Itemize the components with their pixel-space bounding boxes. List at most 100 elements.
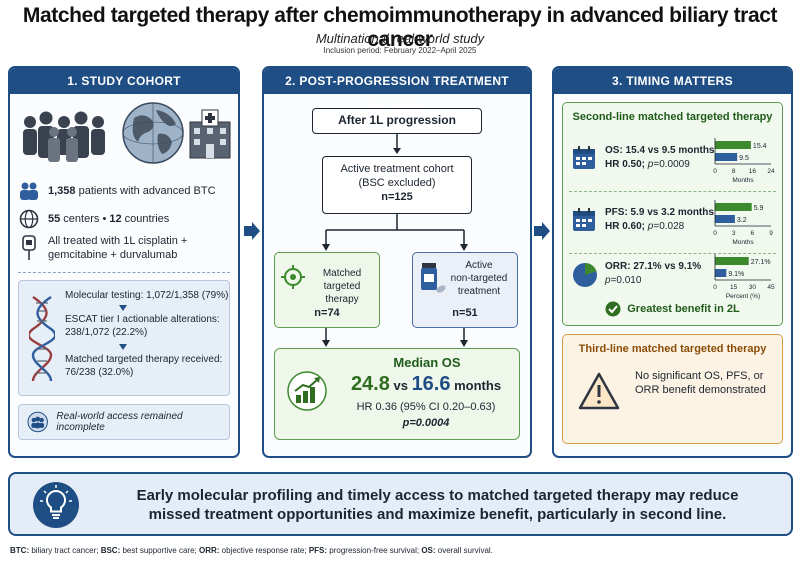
os-bar-matched [715,141,751,149]
orr-tick-label: 45 [767,284,775,291]
people-circle-icon [27,411,48,433]
os-hazard-ratio: HR 0.36 (95% CI 0.20–0.63) [356,401,496,413]
pfs-metric-line-1: PFS: 5.9 vs 3.2 months [605,207,714,218]
orr-metric: ORR: 27.1% vs 9.1% p=0.010 27.1% 9.1% 0 15 3… [569,251,783,301]
median-os-title: Median OS [393,355,461,370]
hospital-icon [189,109,231,159]
chevron-right-icon [244,222,260,240]
countries-label: countries [121,213,170,225]
os-metric-hr: HR 0.50; [605,159,648,170]
pfs-bar-label: 5.9 [754,205,764,212]
patients-count: 1,358 [48,185,76,197]
os-tick-label: 8 [732,168,736,175]
third-line-title: Third-line matched targeted therapy [578,343,767,355]
arm2-line-2: non-targeted [450,273,508,284]
orr-tick-label: 15 [730,284,738,291]
page-title: Matched targeted therapy after chemoimmu… [22,4,778,51]
os-metric-line-1: OS: 15.4 vs 9.5 months [605,145,715,156]
treatment-line-1: All treated with 1L cisplatin + [48,235,188,247]
cohort-line-1: Active treatment cohort [340,163,454,175]
pfs-metric: PFS: 5.9 vs 3.2 months HR 0.60; p=0.028 … [569,197,783,247]
arm1-line-2: targeted therapy [323,281,361,305]
patients-label: patients with advanced BTC [75,185,216,197]
calendar-icon [573,146,595,169]
pie-chart-icon [573,263,597,287]
centers-label: centers [60,213,100,225]
os-x-axis-label: Months [732,177,754,184]
median-os-values: 24.8 vs 16.6 months [333,373,519,396]
median-os-box: Median OS 24.8 vs 16.6 months HR 0.36 (9… [274,348,520,440]
os-p-value: p=0.0004 [402,417,450,429]
pfs-bar-matched [715,203,752,211]
orr-tick-label: 0 [713,284,717,291]
second-line-title: Second-line matched targeted therapy [572,111,773,123]
second-line-box: Second-line matched targeted therapy OS:… [562,102,783,326]
pfs-x-axis-label: Months [732,239,754,246]
arm2-line-1: Active [465,260,493,271]
people-group-icon [23,111,105,162]
divider [18,272,230,273]
lightbulb-icon [33,482,79,528]
molecular-testing-box: Molecular testing: 1,072/1,358 (79%) ESC… [18,280,230,396]
orr-bar-label: 27.1% [751,259,771,266]
pfs-tick-label: 9 [769,230,773,237]
access-note: Real-world access remained incomplete [18,404,230,440]
orr-metric-line-1: ORR: 27.1% vs 9.1% [605,261,702,272]
pfs-metric-p: p [647,221,654,232]
access-text: Real-world access remained incomplete [56,411,183,433]
centers-count: 55 [48,213,61,225]
users-icon [20,182,38,200]
page-subtitle: Multinational real-world study [315,31,485,46]
third-line-box: Third-line matched targeted therapy No s… [562,334,783,444]
os-metric: OS: 15.4 vs 9.5 months HR 0.50; p=0.0009… [569,135,783,185]
cohort-n: n=125 [381,191,413,203]
divider [569,253,776,254]
dna-icon [29,296,55,382]
molecular-testing-text: Molecular testing: 1,072/1,358 (79%) [65,290,229,301]
os-metric-p-value: =0.0009 [653,159,690,170]
growth-chart-icon [287,371,327,411]
stat-separator: • [99,213,110,225]
calendar-icon [573,208,595,231]
os-bar-comparator [715,153,738,161]
matched-therapy-arm: Matched targeted therapy n=74 [274,252,380,328]
pfs-bar-comparator [715,215,735,223]
treatment-pathway-panel: 2. POST-PROGRESSION TREATMENT PATHWAY Af… [262,66,532,458]
orr-x-axis-label: Percent (%) [726,293,760,300]
orr-bar-label: 9.1% [728,271,744,278]
os-unit: months [450,378,502,393]
flow-connectors [322,134,468,347]
arrow-down-icon [119,305,127,311]
warning-icon [578,372,620,410]
orr-metric-p-value: =0.010 [610,275,642,286]
timing-header: 3. TIMING MATTERS [554,68,791,94]
third-line-text: No significant OS, PFS, or ORR benefit d… [635,370,766,396]
countries-count: 12 [109,213,122,225]
pill-bottle-icon [421,263,446,293]
centers-stat: 55 centers • 12 countries [18,208,169,230]
escat-text: ESCAT tier I actionable alterations: 238/… [65,314,220,338]
pfs-metric-hr: HR 0.60; [605,221,648,232]
check-circle-icon [605,301,621,317]
os-other-value: 16.6 [411,373,451,395]
arm1-line-1: Matched [322,268,362,279]
non-targeted-arm: Active non-targeted treatment n=51 [412,252,518,328]
treatment-pathway-header: 2. POST-PROGRESSION TREATMENT PATHWAY [264,68,530,114]
os-mini-chart: 15.4 9.5 0 8 16 24 Months [713,138,775,184]
abbreviations-footnote: BTC: biliary tract cancer; BSC: best sup… [10,546,493,555]
orr-tick-label: 30 [749,284,757,291]
arm2-n: n=51 [452,307,478,319]
conclusion-line-1: Early molecular profiling and timely acc… [136,487,739,504]
chevron-right-icon [534,222,550,240]
orr-bar-matched [715,257,749,265]
pfs-metric-p-value: =0.028 [653,221,685,232]
pfs-tick-label: 6 [751,230,755,237]
benefit-note: Greatest benefit in 2L [563,301,782,317]
after-progression-box: After 1L progression [312,108,482,134]
globe-small-icon [19,209,39,229]
study-cohort-panel: 1. STUDY COHORT 1,358 patients with [8,66,240,458]
benefit-text: Greatest benefit in 2L [627,302,740,315]
os-bar-label: 15.4 [753,143,767,150]
active-cohort-box: Active treatment cohort (BSC excluded) n… [322,156,472,214]
patients-stat: 1,358 patients with advanced BTC [18,180,216,202]
